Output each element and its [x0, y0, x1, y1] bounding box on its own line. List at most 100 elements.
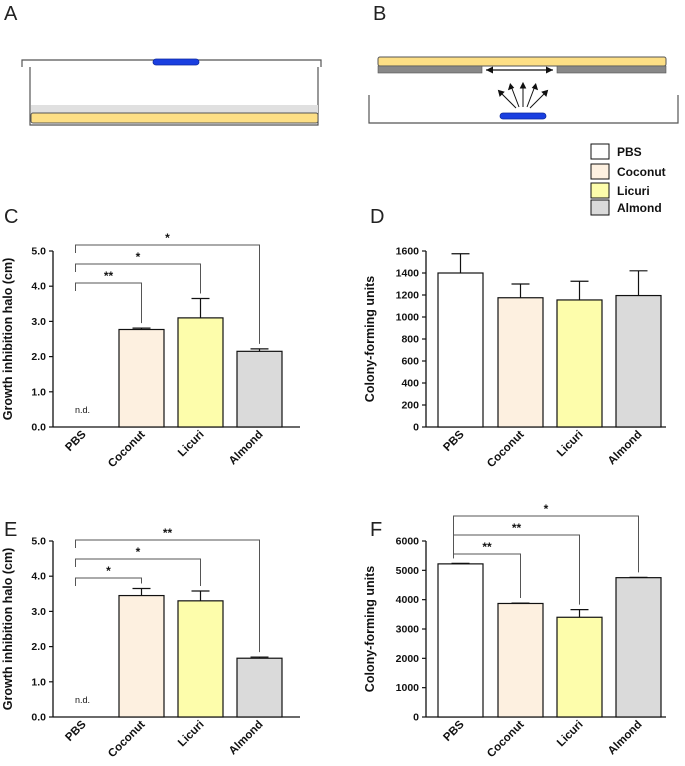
- significance-bracket: [75, 282, 142, 324]
- significance-bracket: [75, 577, 142, 586]
- x-tick-label: PBS: [441, 718, 466, 743]
- panel-a: A: [4, 3, 322, 126]
- x-tick-label: Licuri: [176, 429, 207, 460]
- y-tick-label: 0: [413, 712, 419, 724]
- bar-almond: [236, 657, 283, 718]
- bar-almond: [236, 350, 283, 428]
- legend-swatch: [590, 199, 610, 216]
- panel-label-a: A: [4, 3, 18, 25]
- x-tick-label: Licuri: [176, 719, 207, 750]
- membrane-right: [556, 65, 667, 74]
- x-tick-label: Coconut: [485, 429, 527, 471]
- y-tick-label: 2.0: [31, 351, 46, 363]
- significance-label: *: [136, 545, 141, 559]
- panel-b: B: [368, 3, 679, 124]
- significance-label: **: [104, 269, 114, 283]
- legend-swatch: [590, 143, 610, 160]
- bar-licuri: [177, 600, 224, 718]
- y-tick-label: 0.0: [31, 712, 46, 724]
- significance-label: *: [165, 231, 170, 245]
- legend: PBS Coconut Licuri Almond: [590, 143, 666, 216]
- not-detected-label: n.d.: [75, 405, 90, 415]
- x-tick-label: Licuri: [555, 429, 586, 460]
- sample-disk-icon: [152, 58, 200, 66]
- x-tick-label: Coconut: [485, 719, 527, 761]
- bar-licuri: [556, 616, 603, 718]
- not-detected-label: n.d.: [75, 695, 90, 705]
- panel-label-d: D: [370, 206, 384, 228]
- significance-label: **: [482, 540, 492, 554]
- y-tick-label: 200: [401, 400, 419, 412]
- significance-label: *: [544, 502, 549, 516]
- x-tick-label: Almond: [227, 429, 266, 468]
- y-tick-label: 1000: [396, 312, 420, 324]
- chart-panel-f: F 0 1000 2000 3000 4000 5000 6000 Colony-formin…: [363, 502, 666, 760]
- agar-layer-b: [377, 56, 667, 67]
- chart-panel-e: E 0.0 1.0 2.0 3.0 4.0 5.0 Growth inhibition ha…: [1, 519, 300, 760]
- significance-bracket: [75, 558, 201, 586]
- bar-pbs: [437, 272, 484, 428]
- y-tick-label: 1.0: [31, 386, 46, 398]
- y-tick-label: 1200: [396, 290, 420, 302]
- y-tick-label: 3.0: [31, 316, 46, 328]
- bar-almond: [615, 577, 662, 718]
- y-tick-label: 6000: [396, 536, 420, 548]
- x-tick-label: Almond: [606, 429, 645, 468]
- legend-label: Almond: [617, 201, 662, 215]
- x-tick-label: Coconut: [106, 719, 148, 761]
- significance-bracket: [75, 263, 201, 294]
- y-axis-title: Colony-forming units: [363, 276, 377, 402]
- y-tick-label: 800: [401, 334, 419, 346]
- x-tick-label: Almond: [227, 719, 266, 758]
- panel-label-e: E: [4, 519, 17, 541]
- x-tick-label: PBS: [63, 718, 88, 743]
- membrane-left: [377, 65, 483, 74]
- y-tick-label: 1000: [396, 682, 420, 694]
- legend-swatch: [590, 182, 610, 199]
- y-axis-title: Colony-forming units: [363, 566, 377, 692]
- y-tick-label: 5.0: [31, 246, 46, 258]
- panel-label-c: C: [4, 206, 18, 228]
- significance-bracket: [75, 244, 260, 344]
- y-tick-label: 4000: [396, 594, 420, 606]
- legend-label: Licuri: [617, 184, 650, 198]
- plate-outline-b: [368, 95, 679, 124]
- diffusion-arrows-icon: [497, 81, 549, 109]
- bar-almond: [615, 294, 662, 428]
- legend-label: PBS: [617, 145, 642, 159]
- bar-licuri: [177, 317, 224, 428]
- panel-label-b: B: [373, 3, 386, 25]
- x-tick-label: Coconut: [106, 429, 148, 471]
- y-tick-label: 400: [401, 378, 419, 390]
- legend-label: Coconut: [617, 165, 666, 179]
- significance-label: *: [136, 250, 141, 264]
- chart-panel-c: C 0.0 1.0 2.0 3.0 4.0 5.0 Growth inhibition ha…: [1, 206, 300, 470]
- significance-label: **: [163, 526, 173, 540]
- agar-layer: [30, 112, 319, 124]
- sample-disk-icon-b: [499, 112, 547, 120]
- y-tick-label: 3000: [396, 624, 420, 636]
- x-tick-label: PBS: [63, 428, 88, 453]
- bar-coconut: [497, 297, 544, 428]
- x-tick-label: Almond: [606, 719, 645, 758]
- significance-bracket: [453, 515, 639, 573]
- chart-panel-d: D 0 200 400 600 800 1000 1200 1400 1600 Colony-fo…: [363, 206, 666, 470]
- x-tick-label: Licuri: [555, 719, 586, 750]
- y-tick-label: 0: [413, 422, 419, 434]
- y-tick-label: 4.0: [31, 281, 46, 293]
- significance-label: **: [512, 521, 522, 535]
- bacterial-layer: [31, 105, 318, 113]
- y-tick-label: 0.0: [31, 422, 46, 434]
- y-tick-label: 2000: [396, 653, 420, 665]
- bar-pbs: [437, 563, 484, 718]
- y-tick-label: 3.0: [31, 606, 46, 618]
- plate-dish: [29, 67, 319, 126]
- gap-arrow-left-icon: [486, 66, 493, 74]
- y-tick-label: 1400: [396, 268, 420, 280]
- significance-label: *: [106, 564, 111, 578]
- y-tick-label: 1600: [396, 246, 420, 258]
- bar-licuri: [556, 299, 603, 428]
- gap-arrow-right-icon: [546, 66, 553, 74]
- legend-swatch: [590, 163, 610, 180]
